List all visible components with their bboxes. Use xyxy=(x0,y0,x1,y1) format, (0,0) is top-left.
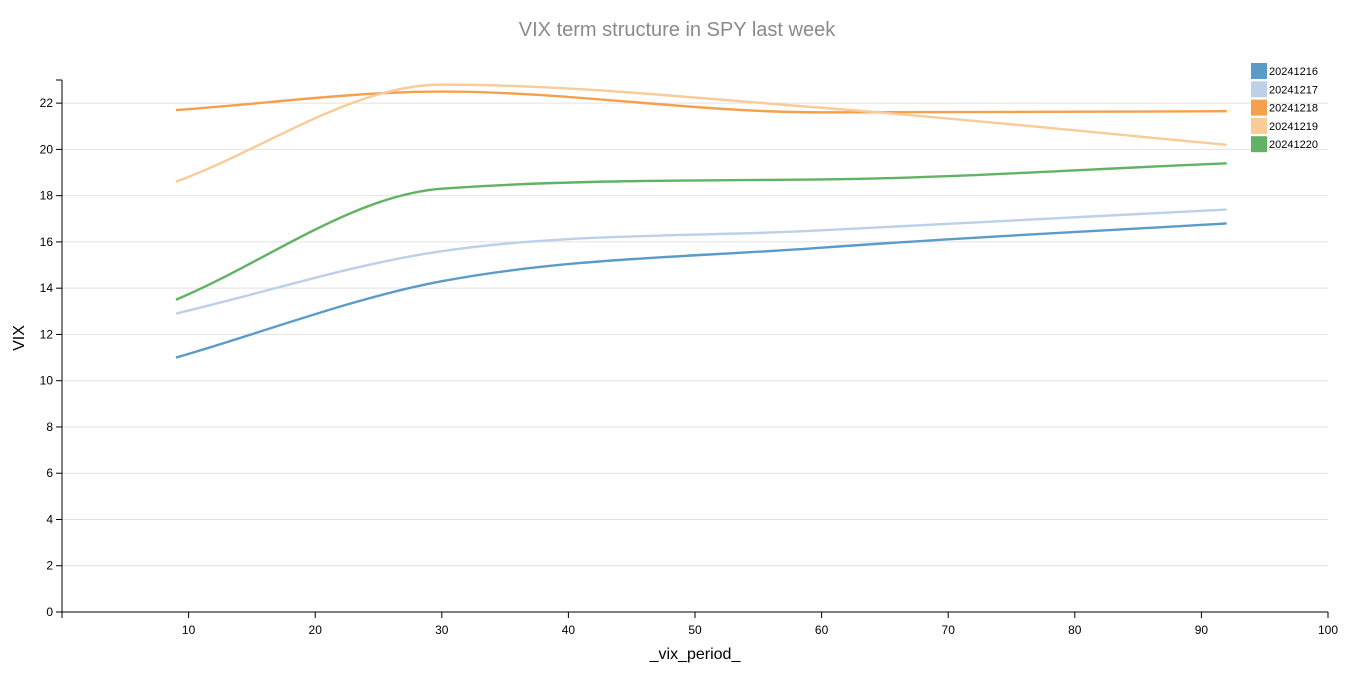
x-tick-label: 30 xyxy=(435,623,449,637)
legend-label: 20241220 xyxy=(1269,139,1318,151)
y-tick-label: 16 xyxy=(40,235,54,249)
series-line-20241219 xyxy=(175,83,1227,183)
y-tick-label: 0 xyxy=(46,605,53,619)
legend-swatch-20241218 xyxy=(1251,99,1267,116)
legend-swatch-20241220 xyxy=(1251,136,1267,153)
y-tick-label: 4 xyxy=(46,512,53,526)
legend: 20241216 20241217 20241218 20241219 20241220 xyxy=(1251,63,1318,153)
legend-label: 20241219 xyxy=(1269,121,1318,133)
y-tick-label: 14 xyxy=(40,281,54,295)
y-axis-label: VIX xyxy=(11,325,28,351)
legend-swatch-20241217 xyxy=(1251,81,1267,98)
x-axis-label: _vix_period_ xyxy=(649,646,742,663)
y-tick-label: 10 xyxy=(40,374,54,388)
x-tick-label: 100 xyxy=(1318,623,1338,637)
x-axis: 10 20 30 40 50 60 70 80 90 100 xyxy=(61,611,1338,637)
series-line-20241218 xyxy=(175,90,1227,114)
y-tick-label: 12 xyxy=(40,327,54,341)
y-tick-label: 2 xyxy=(46,559,53,573)
x-tick-label: 40 xyxy=(562,623,576,637)
series-line-20241220 xyxy=(175,162,1227,301)
series-lines xyxy=(175,83,1227,359)
legend-swatch-20241219 xyxy=(1251,117,1267,134)
series-line-20241216 xyxy=(175,222,1227,359)
chart-title: VIX term structure in SPY last week xyxy=(519,19,836,41)
legend-label: 20241217 xyxy=(1269,84,1318,96)
y-tick-label: 8 xyxy=(46,420,53,434)
x-tick-label: 20 xyxy=(309,623,323,637)
legend-label: 20241218 xyxy=(1269,103,1318,115)
legend-label: 20241216 xyxy=(1269,66,1318,78)
x-tick-label: 80 xyxy=(1068,623,1082,637)
y-tick-label: 18 xyxy=(40,189,54,203)
series-line-20241217 xyxy=(175,208,1227,315)
legend-swatch-20241216 xyxy=(1251,63,1267,79)
y-tick-label: 20 xyxy=(40,142,54,156)
x-tick-label: 10 xyxy=(182,623,196,637)
y-axis: 0 2 4 6 8 10 12 14 16 18 20 22 xyxy=(40,79,63,619)
y-tick-label: 22 xyxy=(40,96,54,110)
x-tick-label: 90 xyxy=(1195,623,1209,637)
x-tick-label: 70 xyxy=(942,623,956,637)
x-tick-label: 60 xyxy=(815,623,829,637)
x-tick-label: 50 xyxy=(688,623,702,637)
y-tick-label: 6 xyxy=(46,466,53,480)
